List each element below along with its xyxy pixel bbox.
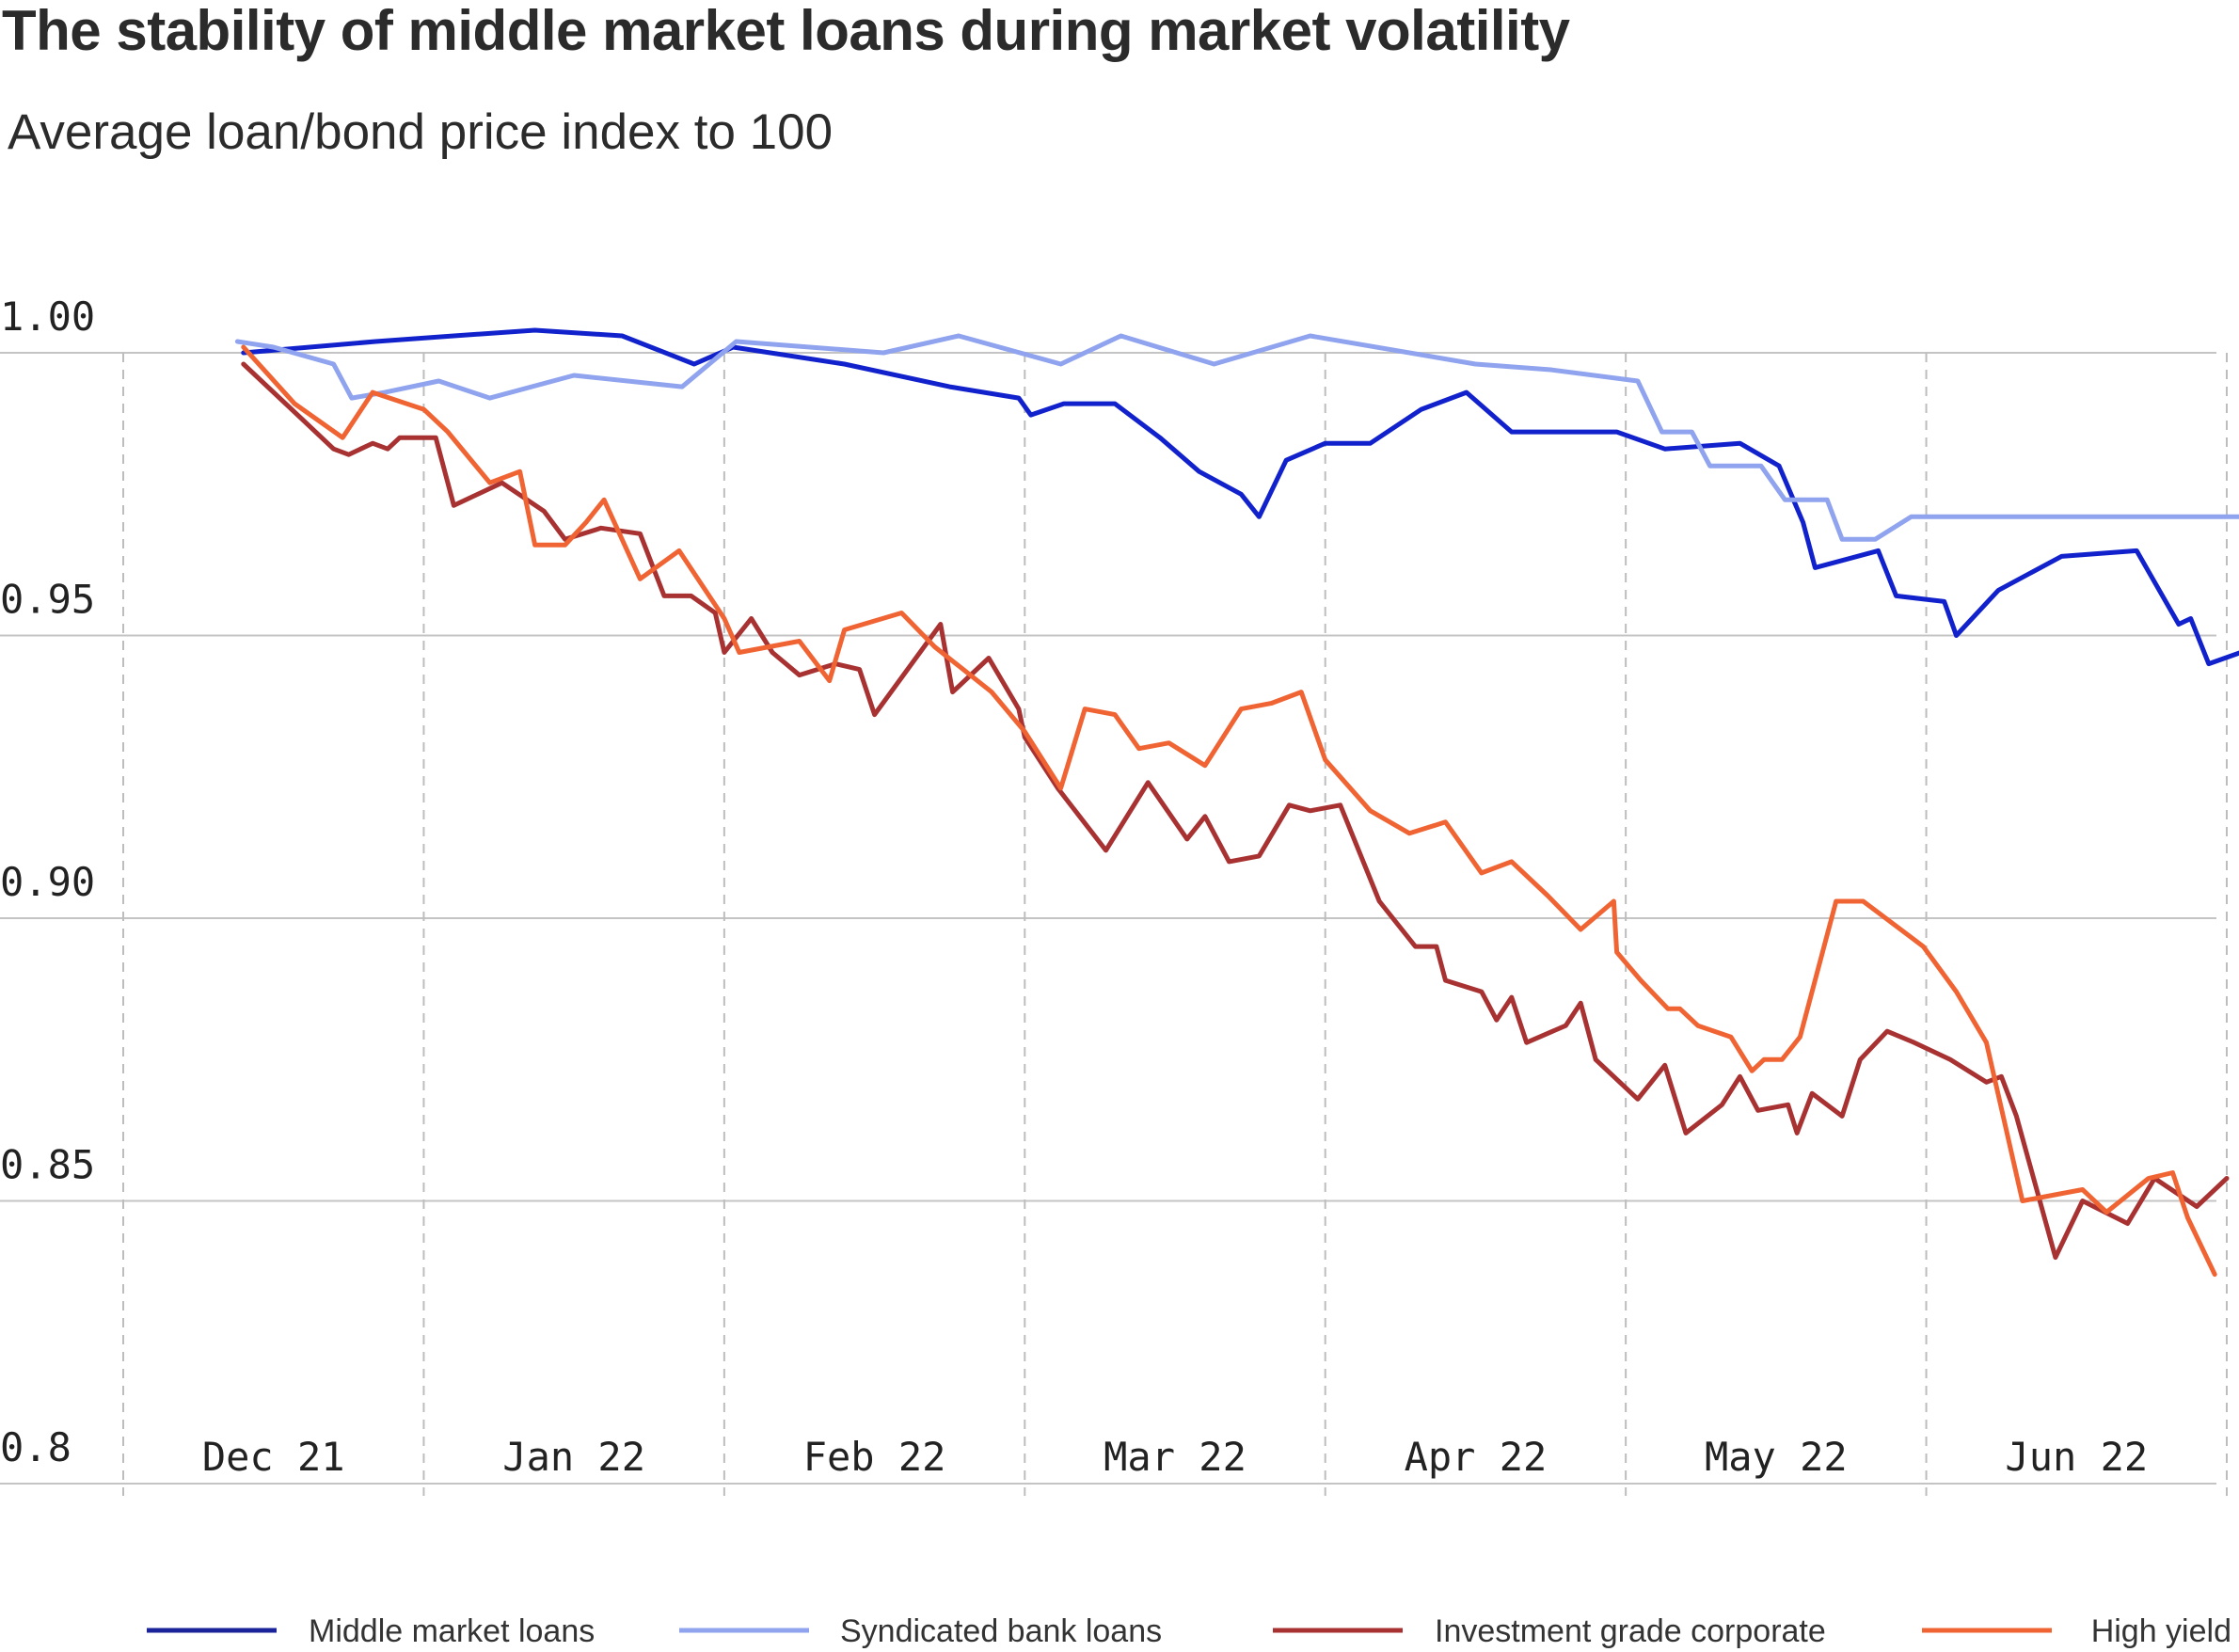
x-tick-label-jan-22: Jan 22 [502,1434,645,1480]
x-axis-tick-labels: Dec 21 Jan 22 Feb 22 Mar 22 Apr 22 May 22 Jun … [202,1434,2148,1480]
x-tick-label-dec-21: Dec 21 [202,1434,345,1480]
x-tick-label-feb-22: Feb 22 [803,1434,946,1480]
legend-label-investment-grade-corporate: Investment grade corporate [1435,1613,1826,1649]
y-tick-label: 0.8 [0,1424,71,1470]
legend: Middle market loans Syndicated bank loans… [147,1613,2231,1649]
x-tick-label-jun-22: Jun 22 [2005,1434,2148,1480]
horizontal-gridlines [0,352,2216,1485]
y-axis-tick-labels: 1.00 0.95 0.90 0.85 0.8 [0,294,95,1470]
x-tick-label-may-22: May 22 [1705,1434,1848,1480]
legend-label-middle-market-loans: Middle market loans [309,1613,595,1649]
y-tick-label: 0.95 [0,577,95,623]
x-tick-label-mar-22: Mar 22 [1104,1434,1247,1480]
series-line-middle-market-loans [241,327,2239,667]
chart-title: The stability of middle market loans dur… [2,0,1570,62]
y-tick-label: 0.90 [0,859,95,905]
y-tick-label: 1.00 [0,294,95,340]
series-line-investment-grade-corporate [241,361,2230,1261]
series-line-high-yield [241,344,2217,1278]
legend-label-high-yield: High yield [2091,1613,2231,1649]
series-line-syndicated-bank-loans [234,333,2239,542]
x-tick-label-apr-22: Apr 22 [1405,1434,1548,1480]
vertical-gridlines [122,353,2228,1496]
chart-subtitle: Average loan/bond price index to 100 [8,104,834,160]
legend-label-syndicated-bank-loans: Syndicated bank loans [840,1613,1162,1649]
series-lines [234,327,2239,1278]
y-tick-label: 0.85 [0,1142,95,1188]
